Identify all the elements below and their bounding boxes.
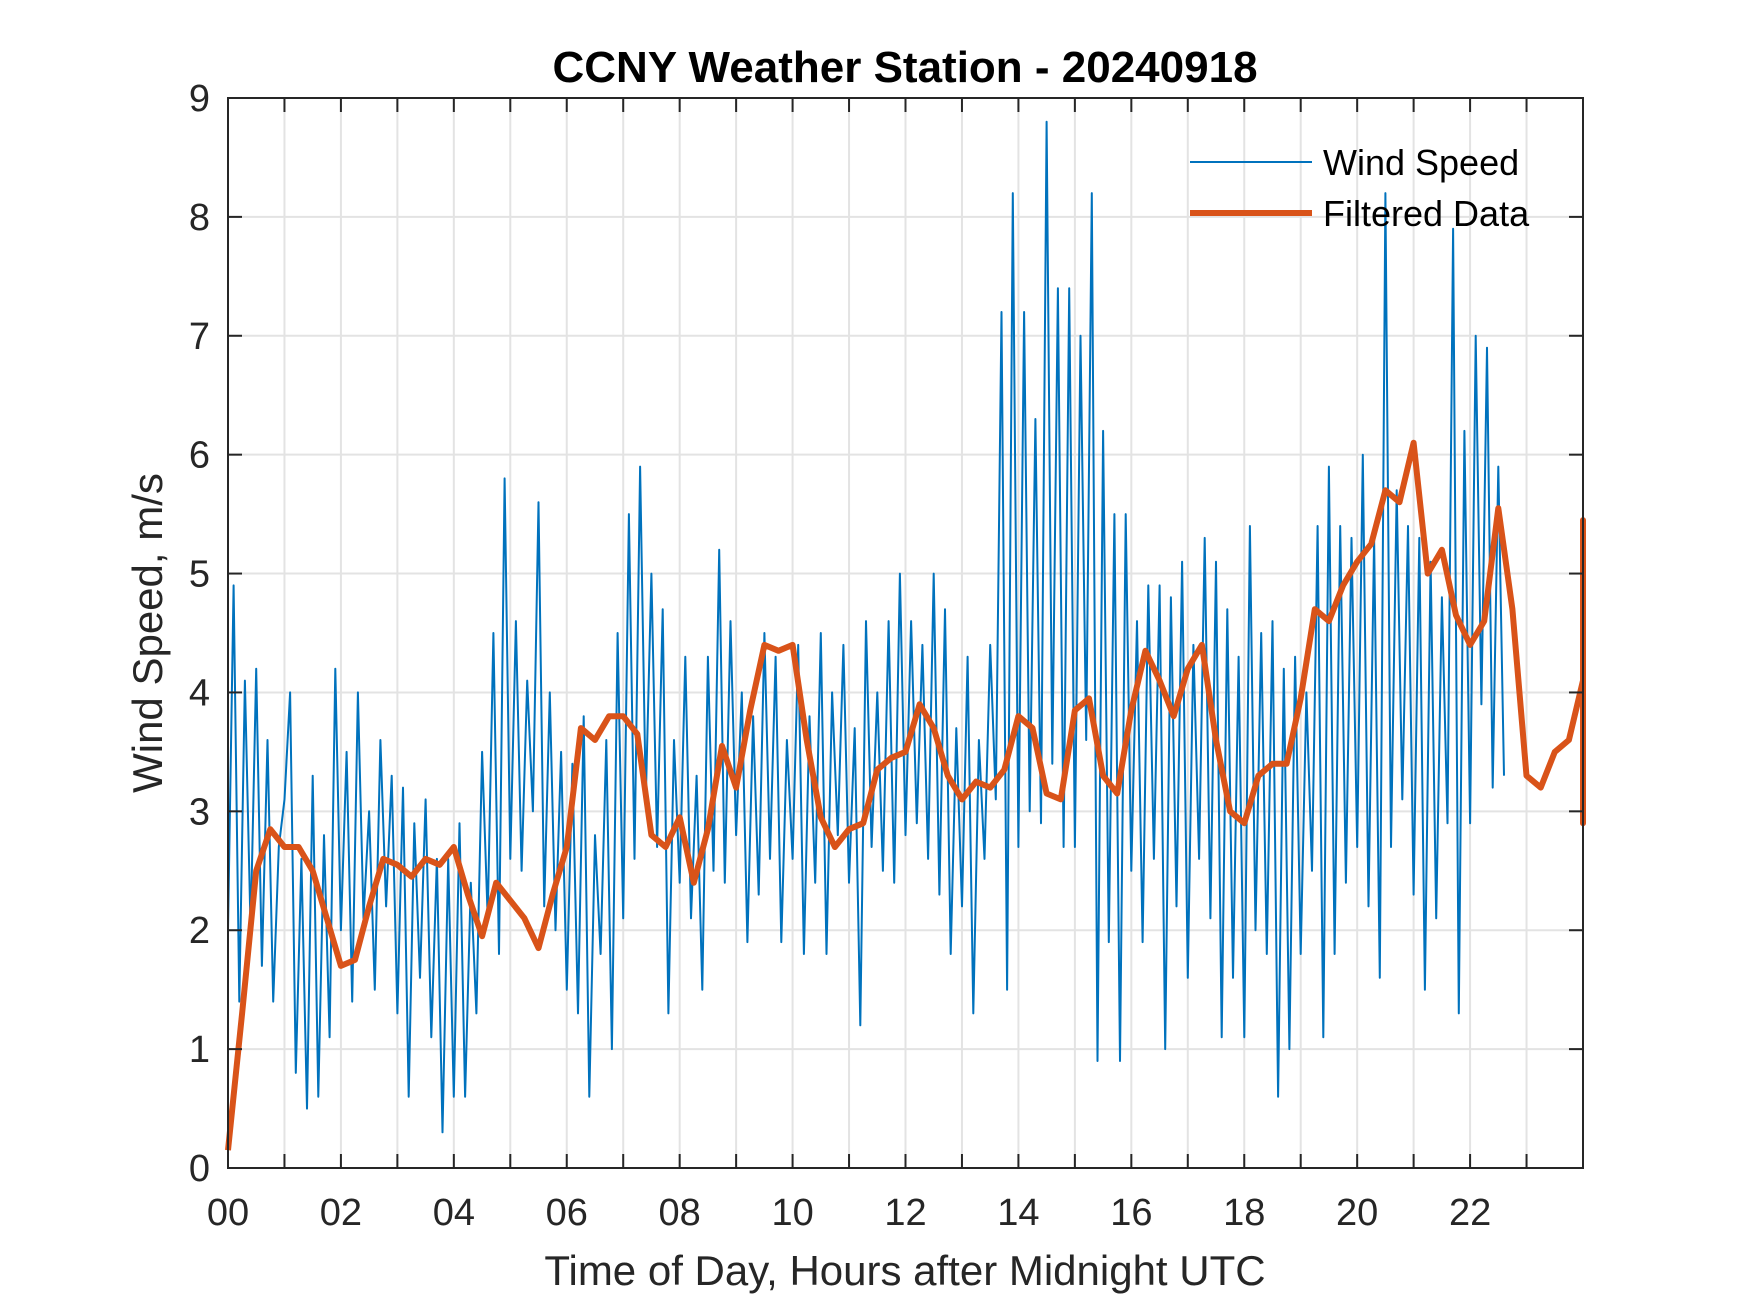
y-tick-label: 7 xyxy=(189,316,210,358)
x-tick-labels: 00 02 04 06 08 10 12 14 16 18 20 22 xyxy=(207,1192,1491,1234)
x-axis-label: Time of Day, Hours after Midnight UTC xyxy=(544,1247,1265,1294)
y-tick-label: 5 xyxy=(189,554,210,596)
x-tick-label: 14 xyxy=(997,1192,1039,1234)
y-tick-label: 9 xyxy=(189,78,210,120)
wind-speed-line xyxy=(227,120,1505,1134)
legend-wind-speed-label: Wind Speed xyxy=(1323,142,1519,183)
y-axis-label: Wind Speed, m/s xyxy=(124,473,171,793)
legend-filtered-data-label: Filtered Data xyxy=(1323,193,1530,234)
x-tick-label: 06 xyxy=(546,1192,588,1234)
y-tick-label: 0 xyxy=(189,1148,210,1190)
y-tick-label: 3 xyxy=(189,791,210,833)
y-tick-label: 1 xyxy=(189,1029,210,1071)
x-tick-label: 22 xyxy=(1449,1192,1491,1234)
x-tick-label: 18 xyxy=(1223,1192,1265,1234)
x-tick-label: 00 xyxy=(207,1192,249,1234)
x-tick-label: 10 xyxy=(771,1192,813,1234)
chart-title: CCNY Weather Station - 20240918 xyxy=(552,43,1257,92)
legend: Wind Speed Filtered Data xyxy=(1190,142,1530,234)
x-tick-label: 20 xyxy=(1336,1192,1378,1234)
y-tick-label: 8 xyxy=(189,197,210,239)
grid xyxy=(228,98,1583,1168)
y-tick-label: 6 xyxy=(189,435,210,477)
x-tick-label: 16 xyxy=(1110,1192,1152,1234)
wind-speed-series xyxy=(227,120,1505,1134)
x-tick-label: 04 xyxy=(433,1192,475,1234)
x-tick-label: 02 xyxy=(320,1192,362,1234)
x-tick-label: 12 xyxy=(884,1192,926,1234)
y-tick-labels: 0 1 2 3 4 5 6 7 8 9 xyxy=(189,78,210,1190)
y-tick-label: 4 xyxy=(189,672,210,714)
ticks xyxy=(227,97,1584,1169)
y-tick-label: 2 xyxy=(189,910,210,952)
x-tick-label: 08 xyxy=(659,1192,701,1234)
